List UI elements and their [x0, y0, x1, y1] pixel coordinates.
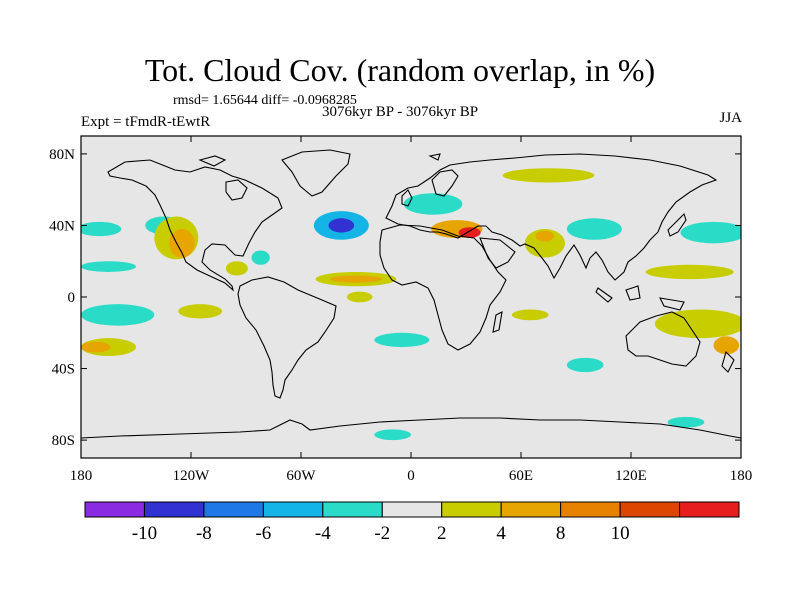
coast-british-isles [401, 189, 413, 207]
coast-sumatra [595, 287, 613, 303]
colorbar-swatch [143, 501, 205, 518]
stats-text: rmsd= 1.65644 diff= -0.0968285 [173, 93, 357, 108]
anomaly-australia-core [713, 336, 740, 355]
lon-tick-label: 60E [509, 468, 533, 484]
coast-north-america [107, 159, 283, 292]
experiment-label: Expt = tFmdR-tEwtR [81, 114, 211, 130]
coast-svalbard [428, 153, 441, 161]
coast-japan [667, 212, 687, 237]
anomaly-tibet-low [566, 218, 622, 240]
lat-tick-label: 40N [49, 218, 75, 234]
season-label: JJA [719, 110, 742, 126]
anomaly-med-core [458, 227, 481, 238]
anomaly-n-pacific-low-w [81, 221, 122, 237]
colorbar-swatch [679, 501, 740, 518]
colorbar-label: -2 [374, 523, 390, 544]
colorbar-swatch [500, 501, 562, 518]
anomaly-s-indian-low [566, 357, 604, 373]
colorbar-label: 10 [611, 523, 630, 544]
colorbar-swatch [203, 501, 264, 518]
lon-tick-label: 120E [615, 468, 647, 484]
colorbar-label: 8 [556, 523, 566, 544]
anomaly-antarctic-low [374, 429, 411, 441]
lat-tick-label: 40S [52, 362, 75, 378]
coast-scandinavia [431, 169, 459, 197]
anomaly-n-atlantic-low-core [328, 218, 355, 233]
colorbar-label: -4 [315, 523, 331, 544]
coast-new-guinea [659, 297, 685, 311]
lon-tick-label: 180 [70, 468, 93, 484]
colorbar-swatch [560, 501, 621, 518]
colorbar-label: -8 [196, 523, 212, 544]
lon-tick-label: 0 [407, 468, 415, 484]
anomaly-australia-high [654, 309, 741, 339]
anomaly-gulf-low [251, 250, 270, 265]
axis-ticks: 80N 40N 0 40S 80S 180 120W 60W 0 60E 120E 180 [49, 136, 752, 484]
colorbar-swatch [84, 501, 145, 518]
anomaly-s-atlantic-low [374, 332, 430, 348]
period-text: 3076kyr BP - 3076kyr BP [322, 104, 479, 120]
anomaly-trop-w-pacific-high [645, 264, 734, 280]
lon-tick-label: 120W [173, 468, 211, 484]
anomaly-mexico-high [225, 261, 248, 276]
anomaly-ne-pacific-high-core [169, 229, 195, 258]
anomaly-india-core [535, 230, 554, 242]
anomaly-siberia-high [502, 168, 595, 183]
coast-africa [379, 224, 507, 351]
colorbar-swatch [441, 501, 502, 518]
coast-eurasia [385, 153, 718, 281]
lat-tick-label: 80N [49, 147, 75, 163]
coast-antarctica [81, 417, 741, 439]
anomaly-eq-atlantic-high [346, 291, 373, 303]
coast-new-zealand [721, 350, 735, 373]
coast-arabia [479, 237, 516, 269]
coast-hudson-bay [225, 179, 248, 201]
colorbar-label: -10 [132, 523, 157, 544]
colorbar-swatch [381, 501, 443, 518]
lon-tick-label: 180 [730, 468, 753, 484]
anomaly-indian-ocean-high [511, 309, 549, 321]
colorbar-swatch [619, 501, 681, 518]
anomaly-e-pacific-high [178, 304, 223, 319]
lat-tick-label: 0 [68, 290, 76, 306]
colorbar-label: 4 [496, 523, 506, 544]
coastlines [81, 149, 741, 439]
anomaly-itcz-core [330, 275, 382, 283]
coast-australia [625, 311, 701, 367]
lon-tick-label: 60W [286, 468, 316, 484]
colorbar-swatch [322, 501, 383, 518]
anomaly-ross-low [667, 416, 705, 428]
anomaly-layer [81, 168, 741, 441]
anomaly-sw-pacific-low [81, 304, 155, 326]
coast-madagascar [492, 311, 503, 333]
colorbar-swatch [262, 501, 324, 518]
coast-south-america [237, 276, 337, 399]
map-background [81, 136, 741, 458]
anomaly-s-pacific-core [81, 341, 111, 353]
colorbar-label: 2 [437, 523, 447, 544]
coast-borneo [625, 285, 641, 301]
anomaly-e-pacific-low [81, 261, 136, 272]
anomaly-india-high [524, 229, 565, 258]
lat-tick-label: 80S [52, 433, 75, 449]
coast-greenland [281, 149, 351, 197]
coast-arctic-islands [198, 155, 227, 167]
plot-title: Tot. Cloud Cov. (random overlap, in %) [144, 52, 656, 88]
colorbar-label: -6 [255, 523, 271, 544]
anomaly-europe-low [403, 193, 463, 215]
anomaly-nw-pacific-low [680, 221, 741, 244]
colorbar: -10 -8 -6 -4 -2 2 4 8 10 [84, 501, 740, 544]
